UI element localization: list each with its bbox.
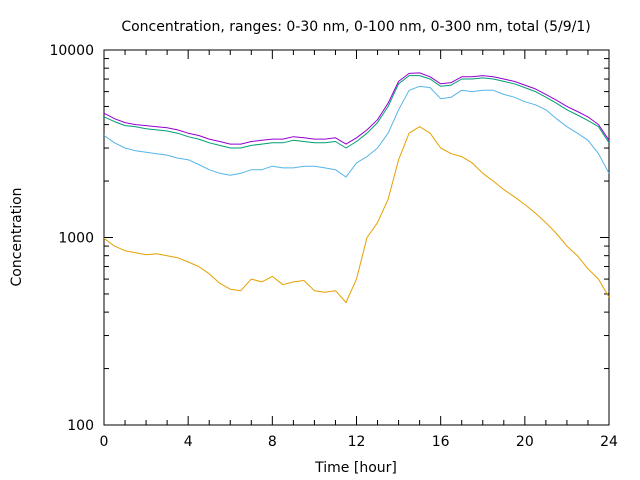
- y-tick-label: 10000: [49, 43, 94, 59]
- y-tick-label: 100: [67, 418, 94, 434]
- x-axis-label: Time [hour]: [314, 460, 397, 476]
- y-tick-label: 1000: [58, 231, 94, 247]
- x-tick-label: 0: [100, 434, 109, 450]
- series-line-3: [103, 75, 610, 149]
- x-tick-label: 12: [348, 434, 366, 450]
- series-line-4: [103, 72, 610, 145]
- plot-frame: [103, 49, 610, 426]
- chart-title: Concentration, ranges: 0-30 nm, 0-100 nm…: [121, 19, 590, 35]
- axis-ticks: [103, 50, 610, 426]
- x-tick-label: 20: [516, 434, 534, 450]
- series-line-2: [103, 85, 610, 178]
- x-tick-label: 24: [600, 434, 618, 450]
- y-axis-label: Concentration: [9, 187, 25, 286]
- series-lines: [103, 72, 610, 303]
- series-line-1: [103, 126, 610, 303]
- x-tick-label: 8: [268, 434, 277, 450]
- x-tick-label: 4: [184, 434, 193, 450]
- x-tick-label: 16: [432, 434, 450, 450]
- axis-tick-labels: 0 4 8 12 16 20 24 100 1000 10000: [49, 43, 618, 450]
